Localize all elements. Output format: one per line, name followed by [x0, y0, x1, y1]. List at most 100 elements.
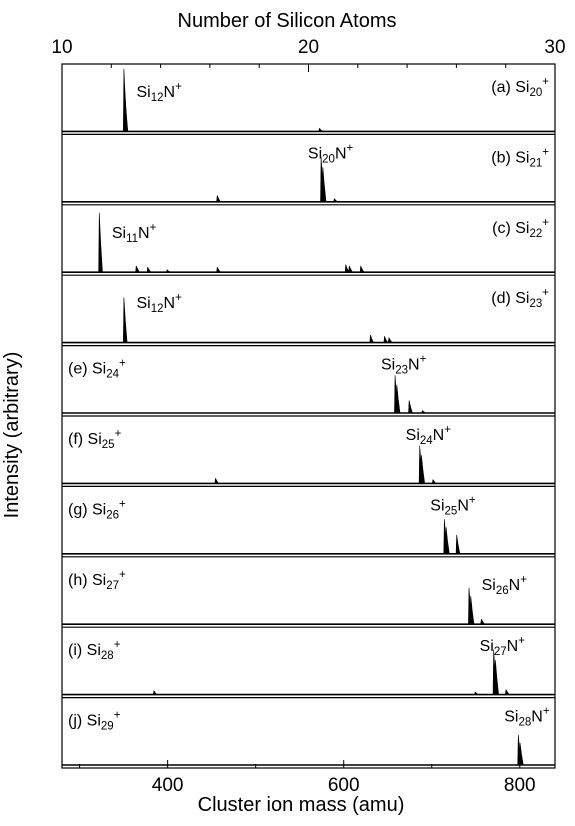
peak-label-element: Si: [406, 427, 420, 444]
peak-label-nitrogen: N: [164, 295, 176, 312]
bottom-tick-label: 800: [504, 775, 536, 796]
panel-label-charge: +: [542, 146, 549, 158]
peak-label-element: Si: [430, 497, 444, 514]
spectrum-peak: [387, 337, 393, 343]
panel-label-subscript: 27: [106, 580, 119, 592]
spectrum-peak: [455, 534, 461, 555]
bottom-tick-label: 400: [152, 775, 184, 796]
spectrum-peak: [469, 595, 475, 625]
spectrum-peak: [494, 659, 499, 695]
spectrum-peak: [421, 410, 426, 414]
x-axis-title: Cluster ion mass (amu): [198, 794, 405, 816]
peak-label-subscript: 24: [420, 435, 433, 447]
spectrum-peak: [359, 265, 365, 273]
peak-label-nitrogen: N: [507, 638, 519, 655]
panel-label-charge: +: [119, 358, 126, 370]
panel-label-letter: (a) Si: [491, 79, 529, 96]
peak-label: Si12N+: [137, 292, 183, 315]
peak-label-subscript: 11: [126, 233, 138, 245]
panel-label-letter: (b) Si: [491, 149, 529, 166]
peak-label: Si24N+: [406, 424, 452, 447]
panel-label-letter: (e) Si: [68, 361, 106, 378]
panel-label-charge: +: [542, 217, 549, 229]
top-tick-label: 10: [51, 37, 72, 58]
spectrum-peak: [166, 269, 171, 273]
spectrum-peak: [519, 742, 524, 766]
peak-label-nitrogen: N: [164, 84, 176, 101]
spectrum-peak: [505, 689, 510, 695]
spectrum-peak: [474, 691, 479, 695]
peak-label-subscript: 27: [494, 646, 507, 658]
peak-label-charge: +: [420, 354, 427, 366]
peak-label-element: Si: [381, 357, 395, 374]
peak-label-nitrogen: N: [457, 497, 469, 514]
panel-label-charge: +: [542, 76, 549, 88]
panel-label-letter: (i) Si: [68, 642, 101, 659]
peak-label-subscript: 25: [445, 505, 458, 517]
peak-label-subscript: 12: [151, 303, 164, 315]
top-axis-title: Number of Silicon Atoms: [178, 10, 397, 32]
peak-label-nitrogen: N: [138, 225, 150, 242]
panel-label: (f) Si25+: [68, 428, 122, 451]
peak-label-element: Si: [504, 709, 518, 726]
panel-label: (b) Si21+: [491, 146, 549, 169]
panel-label: (i) Si28+: [68, 639, 121, 662]
peak-label-nitrogen: N: [335, 145, 347, 162]
panel-label-letter: (d) Si: [491, 290, 529, 307]
panel-label-subscript: 26: [106, 509, 119, 521]
peak-label-charge: +: [520, 574, 527, 586]
spectrum-peak: [344, 264, 350, 273]
peak-label: Si25N+: [430, 494, 476, 517]
spectrum-peak: [383, 336, 388, 343]
bottom-tick-label: 600: [328, 775, 360, 796]
panel-label: (a) Si20+: [491, 76, 549, 99]
peak-label-charge: +: [518, 635, 525, 647]
spectrum-peak: [123, 87, 129, 132]
panel-label-letter: (j) Si: [68, 713, 101, 730]
peak-label-element: Si: [482, 577, 496, 594]
panel-label-subscript: 25: [102, 439, 115, 451]
peak-label-subscript: 28: [518, 717, 531, 729]
peak-label-nitrogen: N: [408, 357, 420, 374]
panel-label-letter: (f) Si: [68, 431, 102, 448]
peak-label: Si11N+: [112, 222, 157, 245]
panel-label-subscript: 22: [529, 228, 542, 240]
peak-label-nitrogen: N: [509, 577, 521, 594]
top-tick-label: 30: [544, 37, 565, 58]
panel-label: (j) Si29+: [68, 710, 121, 733]
spectrum-peak: [135, 265, 140, 273]
peak-label-charge: +: [347, 142, 354, 154]
spectrum-peak: [432, 479, 437, 484]
peak-label: Si26N+: [482, 574, 528, 597]
spectrum-peak: [318, 127, 323, 132]
spectrum-peak: [214, 478, 219, 484]
peak-label-element: Si: [480, 638, 494, 655]
peak-label-nitrogen: N: [433, 427, 445, 444]
panel-label-subscript: 23: [529, 298, 542, 310]
peak-label-subscript: 23: [395, 365, 408, 377]
spectrum-peak: [333, 198, 338, 203]
panel-label-charge: +: [119, 498, 126, 510]
panel-label: (c) Si22+: [492, 217, 549, 240]
spectrum-peak: [369, 334, 374, 343]
peak-label: Si28N+: [504, 706, 550, 729]
peak-label: Si23N+: [381, 354, 427, 377]
spectrum-peak: [321, 167, 327, 203]
panel-label-letter: (g) Si: [68, 501, 106, 518]
spectrum-peak: [216, 266, 221, 273]
peak-label: Si20N+: [308, 142, 354, 165]
peak-label-nitrogen: N: [531, 709, 543, 726]
peak-label-charge: +: [150, 222, 157, 234]
spectrum-peak: [445, 527, 450, 555]
panel-label-subscript: 21: [529, 157, 542, 169]
peak-label-charge: +: [444, 424, 451, 436]
panel-label-subscript: 29: [101, 721, 114, 733]
top-tick-label: 20: [298, 37, 319, 58]
panel-label-charge: +: [119, 569, 126, 581]
spectrum-peak: [395, 384, 401, 414]
panel-label-charge: +: [114, 639, 121, 651]
peak-label-charge: +: [175, 81, 182, 93]
